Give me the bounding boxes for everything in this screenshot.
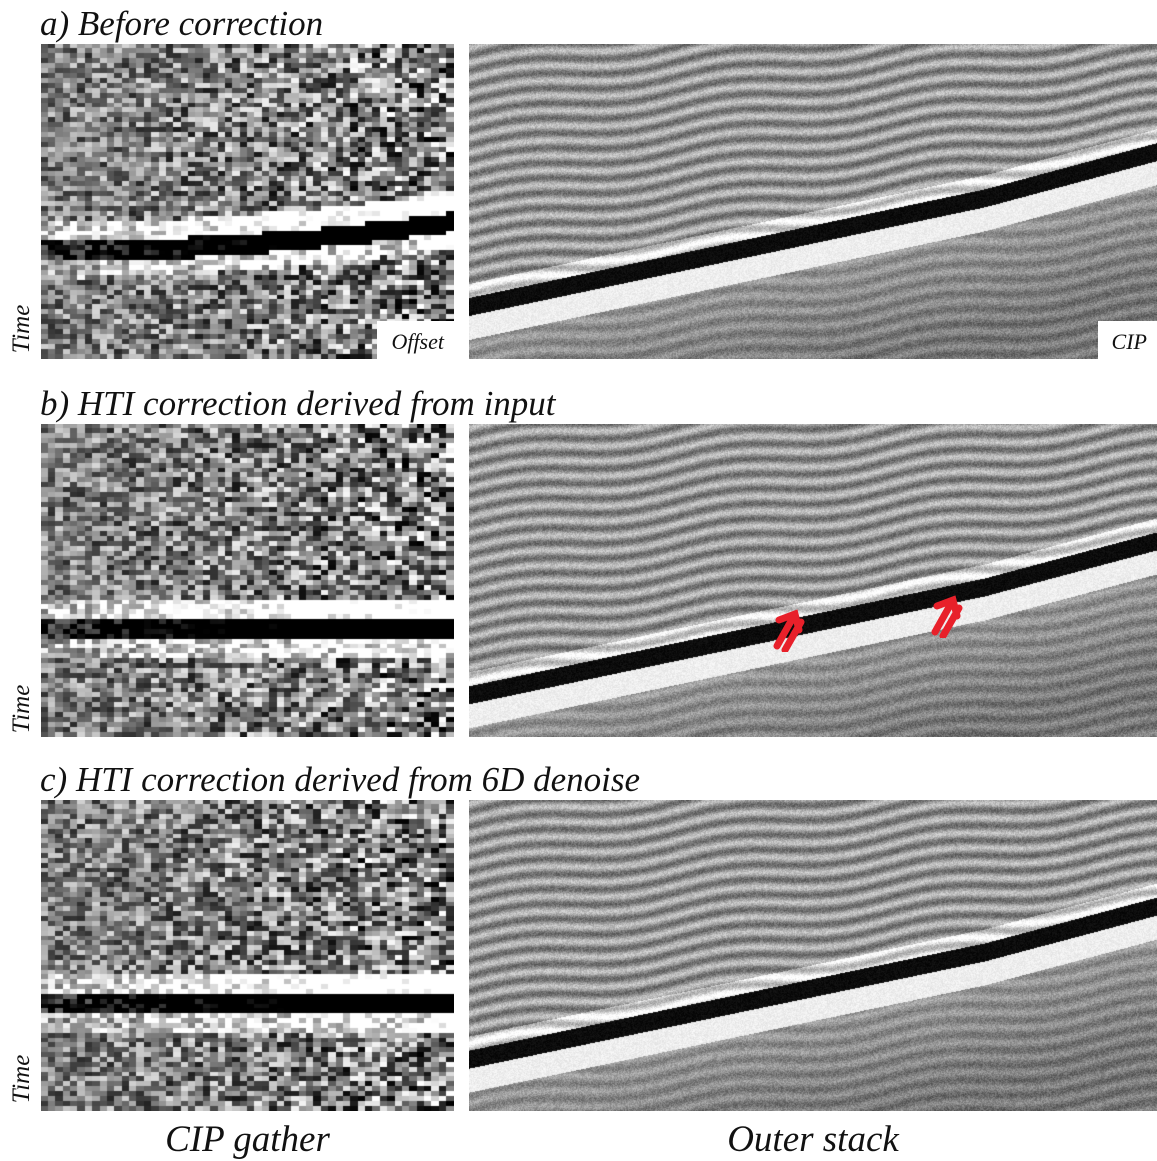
- row-a-time-axis-label: Time: [8, 304, 35, 354]
- row-c-outer-stack-panel: [469, 800, 1157, 1111]
- row-c-cip-gather-panel: [41, 800, 454, 1111]
- row-b-cip-gather-panel: [41, 424, 454, 737]
- row-c-title: c) HTI correction derived from 6D denois…: [40, 760, 641, 799]
- row-a-outer-stack-panel: CIP: [469, 44, 1157, 359]
- outer-stack-caption: Outer stack: [727, 1119, 899, 1160]
- row-a-cip-gather-panel: Offset: [41, 44, 454, 359]
- red-arrow-icon: [773, 609, 805, 652]
- offset-axis-label: Offset: [377, 321, 454, 359]
- cip-axis-label: CIP: [1097, 321, 1157, 359]
- row-a-title: a) Before correction: [40, 4, 324, 43]
- row-b-title: b) HTI correction derived from input: [40, 384, 556, 423]
- cip-gather-caption: CIP gather: [165, 1119, 330, 1160]
- row-b-time-axis-label: Time: [8, 684, 35, 734]
- row-c-time-axis-label: Time: [8, 1054, 35, 1104]
- row-b-outer-stack-panel: [469, 424, 1157, 737]
- red-arrow-icon: [931, 595, 963, 638]
